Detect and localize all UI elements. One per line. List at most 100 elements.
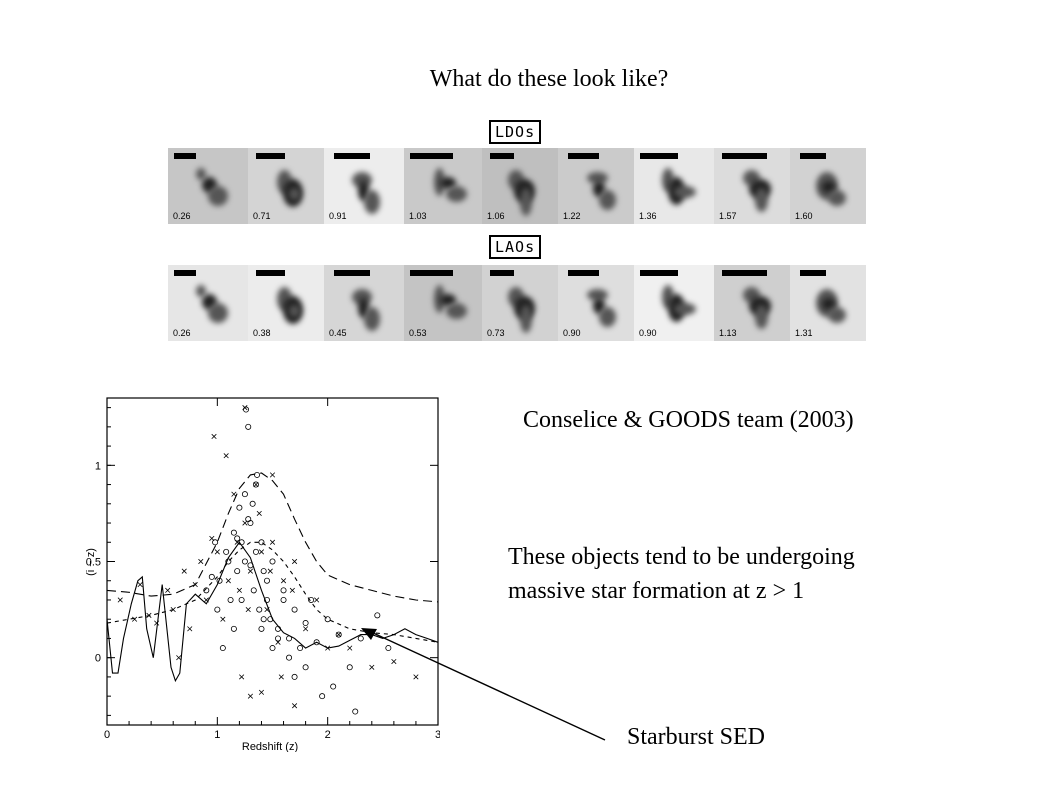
data-point-circle: [245, 516, 252, 523]
data-point-cross: [258, 549, 265, 555]
x-tick-label: 2: [325, 729, 331, 741]
scale-bar: [256, 153, 285, 159]
galaxy-blob: [828, 307, 846, 323]
lao-thumbnail: 0.90: [558, 265, 634, 341]
data-point-cross: [146, 612, 152, 618]
x-tick-label: 3: [435, 729, 440, 741]
data-point-cross: [247, 693, 254, 699]
data-point-circle: [212, 539, 219, 546]
scale-bar: [174, 153, 196, 159]
data-point-cross: [239, 674, 245, 680]
lao-strip: 0.26 0.38 0.45 0.53 0.73 0.90 0.90 1.13 1.31: [168, 265, 866, 341]
x-tick-label: 0: [104, 729, 110, 741]
scale-bar: [410, 270, 453, 276]
data-point-cross: [187, 626, 193, 632]
y-tick-label: 0.5: [86, 557, 101, 569]
galaxy-blob: [674, 186, 696, 198]
arrow-head: [361, 628, 377, 640]
data-point-circle: [258, 539, 265, 546]
slide-title: What do these look like?: [429, 66, 669, 92]
galaxy-blob: [358, 181, 369, 201]
data-point-circle: [250, 587, 257, 594]
data-point-circle: [203, 587, 210, 594]
data-point-circle: [243, 406, 250, 413]
data-point-cross: [242, 520, 248, 526]
data-point-cross: [223, 453, 229, 459]
data-point-circle: [230, 529, 237, 536]
data-point-cross: [176, 655, 182, 661]
ldo-thumbnail: 1.57: [714, 148, 790, 224]
data-point-cross: [242, 405, 248, 411]
data-point-circle: [286, 635, 293, 642]
ldo-thumbnail: 1.36: [634, 148, 714, 224]
data-point-cross: [275, 639, 281, 645]
note-line-1: These objects tend to be undergoing: [508, 544, 855, 570]
data-point-circle: [291, 673, 298, 680]
long-dash-sed-curve: [106, 472, 439, 603]
data-point-circle: [280, 587, 287, 594]
redshift-label: 0.26: [173, 211, 191, 221]
data-point-circle: [230, 625, 237, 632]
data-point-cross: [225, 578, 231, 584]
galaxy-blob: [755, 305, 768, 329]
lao-thumbnail: 0.45: [324, 265, 404, 341]
redshift-label: 1.31: [795, 328, 813, 338]
data-point-cross: [291, 558, 298, 565]
data-point-circle: [302, 664, 309, 671]
galaxy-blob: [434, 285, 445, 313]
galaxy-blob: [828, 190, 846, 206]
galaxy-blob: [599, 190, 616, 210]
ldo-thumbnail: 0.91: [324, 148, 404, 224]
data-point-cross: [181, 568, 187, 574]
galaxy-blob: [289, 188, 300, 200]
galaxy-blob: [358, 298, 369, 318]
data-point-cross: [280, 578, 287, 584]
data-point-cross: [211, 433, 217, 440]
data-point-circle: [241, 491, 248, 498]
scale-bar: [256, 270, 285, 276]
data-point-cross: [170, 607, 176, 613]
data-point-cross: [245, 607, 251, 613]
galaxy-blob: [446, 186, 467, 202]
data-point-circle: [236, 504, 243, 511]
data-point-circle: [275, 625, 282, 632]
galaxy-blob: [587, 172, 608, 184]
scale-bar: [410, 153, 453, 159]
credit-text: Conselice & GOODS team (2003): [523, 407, 854, 433]
y-axis-label: (i − z): [85, 548, 97, 576]
lao-thumbnail: 0.90: [634, 265, 714, 341]
scale-bar: [722, 153, 767, 159]
data-point-cross: [314, 597, 320, 603]
lao-thumbnail: 1.31: [790, 265, 866, 341]
lao-thumbnail: 0.73: [482, 265, 558, 341]
data-point-cross: [132, 616, 138, 622]
data-point-circle: [286, 654, 293, 661]
data-point-circle: [234, 535, 241, 542]
data-point-cross: [214, 549, 220, 555]
redshift-label: 1.36: [639, 211, 657, 221]
lao-thumbnail: 0.53: [404, 265, 482, 341]
data-point-cross: [256, 510, 262, 516]
data-point-circle: [249, 500, 256, 507]
data-point-circle: [260, 616, 267, 623]
data-point-circle: [267, 616, 274, 623]
scale-bar: [334, 153, 370, 159]
data-point-circle: [247, 562, 254, 569]
data-point-circle: [374, 612, 381, 619]
callout-label: Starburst SED: [627, 724, 765, 750]
data-point-cross: [154, 620, 160, 626]
lao-thumbnail: 0.38: [248, 265, 324, 341]
redshift-label: 0.91: [329, 211, 347, 221]
ldo-thumbnail: 1.06: [482, 148, 558, 224]
data-point-circle: [335, 631, 342, 638]
redshift-label: 1.60: [795, 211, 813, 221]
data-point-circle: [324, 616, 331, 623]
data-point-cross: [253, 481, 259, 488]
ldo-thumbnail: 0.71: [248, 148, 324, 224]
data-point-circle: [252, 548, 259, 555]
redshift-label: 0.45: [329, 328, 347, 338]
data-point-circle: [352, 708, 359, 715]
data-point-circle: [252, 481, 259, 488]
galaxy-blob: [208, 303, 228, 323]
galaxy-blob: [587, 289, 608, 301]
